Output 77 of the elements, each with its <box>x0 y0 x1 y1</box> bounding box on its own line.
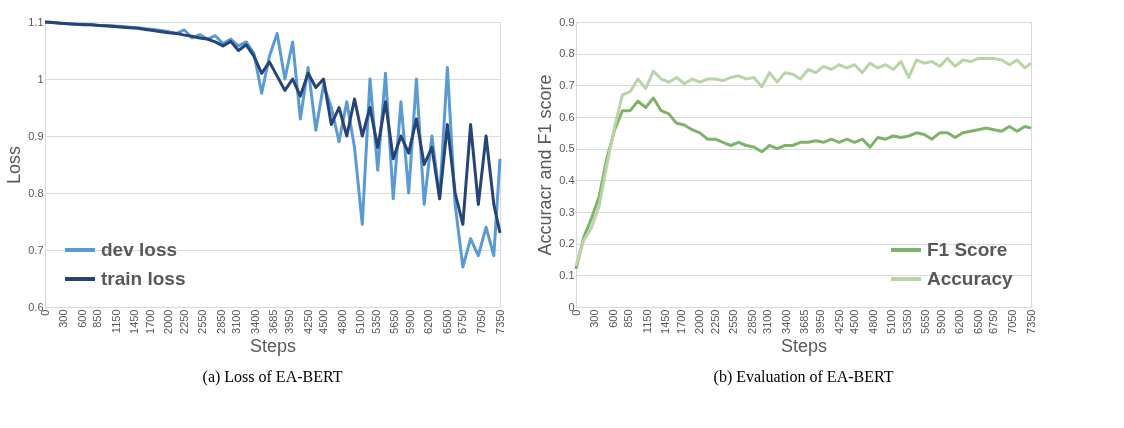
x-tick-label: 1450 <box>128 309 141 334</box>
y-tick-label: 0.9 <box>559 15 575 28</box>
x-tick-label: 2000 <box>162 309 175 334</box>
y-tick-label: 0.2 <box>559 237 575 250</box>
legend-label: F1 Score <box>927 239 1008 260</box>
x-tick-label: 7350 <box>1024 309 1037 334</box>
x-tick-label: 600 <box>606 309 619 328</box>
x-tick-label: 3100 <box>761 309 774 334</box>
y-tick-label: 0.1 <box>559 268 575 281</box>
x-tick-label: 3400 <box>779 309 792 334</box>
y-tick-label: 0.4 <box>559 173 575 186</box>
x-tick-label: 1450 <box>659 309 672 334</box>
x-tick-label: 4500 <box>317 309 330 334</box>
x-tick-label: 850 <box>91 309 104 328</box>
x-tick-label: 4800 <box>866 309 879 334</box>
x-tick-label: 4250 <box>832 309 845 334</box>
y-tick-label: 1.1 <box>28 15 44 28</box>
legend-label: train loss <box>101 268 186 289</box>
x-tick-label: 3400 <box>248 309 261 334</box>
x-tick-label: 7350 <box>493 309 506 334</box>
x-tick-label: 600 <box>75 309 88 328</box>
y-tick-label: 0.8 <box>28 186 44 199</box>
x-tick-label: 2850 <box>214 309 227 334</box>
y-tick-label: 0.7 <box>559 78 575 91</box>
x-tick-label: 6750 <box>987 309 1000 334</box>
x-tick-label: 300 <box>57 309 70 328</box>
x-axis-title: Steps <box>249 335 297 356</box>
y-tick-label: 0.6 <box>559 110 575 123</box>
x-tick-label: 2250 <box>708 309 721 334</box>
x-tick-label: 5650 <box>388 309 401 334</box>
x-tick-label: 300 <box>588 309 601 328</box>
x-tick-label: 2250 <box>177 309 190 334</box>
y-tick-label: 0.9 <box>28 129 44 142</box>
x-tick-label: 6750 <box>456 309 469 334</box>
x-tick-label: 3950 <box>814 309 827 334</box>
x-tick-label: 1700 <box>674 309 687 334</box>
x-tick-label: 6200 <box>422 309 435 334</box>
y-tick-label: 0.8 <box>559 47 575 60</box>
x-tick-label: 5350 <box>900 309 913 334</box>
x-tick-label: 2550 <box>196 309 209 334</box>
legend-label: Accuracy <box>927 268 1013 289</box>
x-tick-label: 1150 <box>640 309 653 334</box>
x-tick-label: 6500 <box>971 309 984 334</box>
x-tick-label: 5100 <box>354 309 367 334</box>
x-tick-label: 5900 <box>403 309 416 334</box>
y-axis-title: Accuracr and F1 score <box>535 74 556 256</box>
text: (a) Loss of EA-BERT <box>202 368 343 387</box>
x-tick-label: 3950 <box>283 309 296 334</box>
x-tick-label: 4500 <box>848 309 861 334</box>
x-tick-label: 5350 <box>369 309 382 334</box>
x-tick-label: 1700 <box>143 309 156 334</box>
x-axis-title: Steps <box>780 335 828 356</box>
y-tick-label: 1 <box>37 72 44 85</box>
x-tick-label: 1150 <box>109 309 122 334</box>
x-tick-label: 4800 <box>335 309 348 334</box>
x-tick-label: 850 <box>622 309 635 328</box>
x-tick-label: 5100 <box>885 309 898 334</box>
x-tick-label: 6500 <box>440 309 453 334</box>
x-tick-label: 4250 <box>301 309 314 334</box>
y-tick-label: 0.7 <box>28 243 44 256</box>
x-tick-label: 2850 <box>745 309 758 334</box>
y-axis-title: Loss <box>4 145 25 185</box>
x-tick-label: 2000 <box>693 309 706 334</box>
text: (b) Evaluation of EA-BERT <box>713 368 894 387</box>
x-tick-label: 3685 <box>797 309 810 334</box>
x-tick-label: 5650 <box>919 309 932 334</box>
legend-label: dev loss <box>101 239 178 260</box>
x-tick-label: 2550 <box>727 309 740 334</box>
x-tick-label: 3685 <box>266 309 279 334</box>
y-tick-label: 0.5 <box>559 142 575 155</box>
x-tick-label: 5900 <box>934 309 947 334</box>
x-tick-label: 7050 <box>1005 309 1018 334</box>
x-tick-label: 7050 <box>474 309 487 334</box>
x-tick-label: 6200 <box>953 309 966 334</box>
x-tick-label: 3100 <box>230 309 243 334</box>
line-series <box>574 56 1033 268</box>
y-tick-label: 0.3 <box>559 205 575 218</box>
